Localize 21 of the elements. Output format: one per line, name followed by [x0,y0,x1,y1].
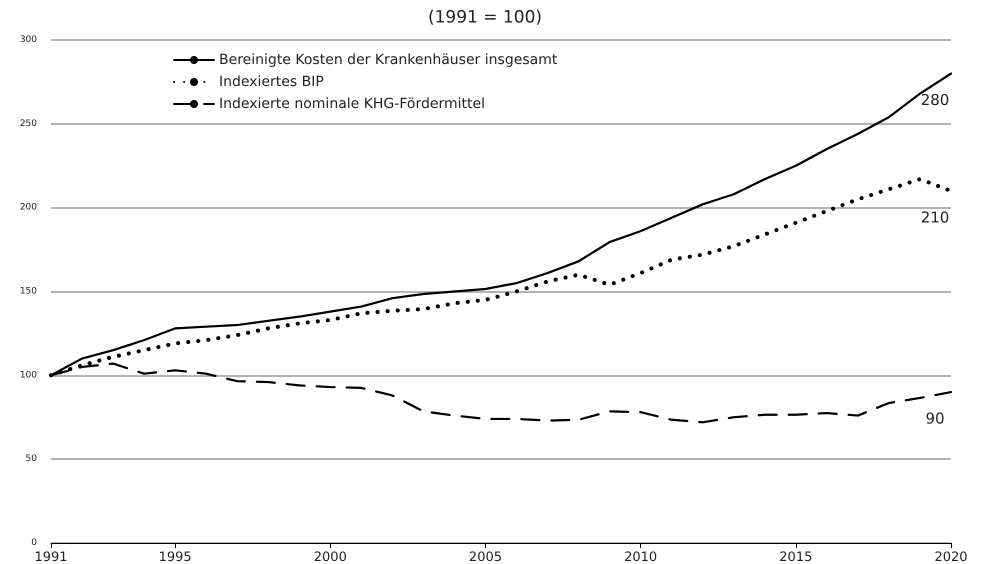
chart-title: (1991 = 100) [428,8,542,28]
data-label: 90 [925,410,945,428]
legend-label: Bereinigte Kosten der Krankenhäuser insgesamt [219,52,558,68]
legend-label: Indexiertes BIP [219,74,324,90]
y-tick-label: 100 [20,370,38,380]
x-tick-label: 2000 [314,550,347,564]
x-tick-label: 1995 [158,550,192,564]
y-tick-label: 250 [20,118,38,129]
x-tick-label: 2010 [624,550,658,564]
y-tick-label: 0 [31,538,38,548]
y-tick-label: 200 [20,202,38,213]
x-tick-label: 2020 [934,550,968,564]
data-label: 210 [920,208,950,226]
x-tick-label: 2015 [779,550,812,564]
legend-label: Indexierte nominale KHG-Fördermittel [219,96,485,112]
y-tick-label: 150 [20,286,38,296]
x-tick-label: 1991 [34,550,68,564]
y-tick-label: 50 [26,454,38,464]
y-tick-label: 300 [20,35,38,45]
data-label: 280 [920,91,950,110]
x-tick-label: 2005 [468,550,502,564]
